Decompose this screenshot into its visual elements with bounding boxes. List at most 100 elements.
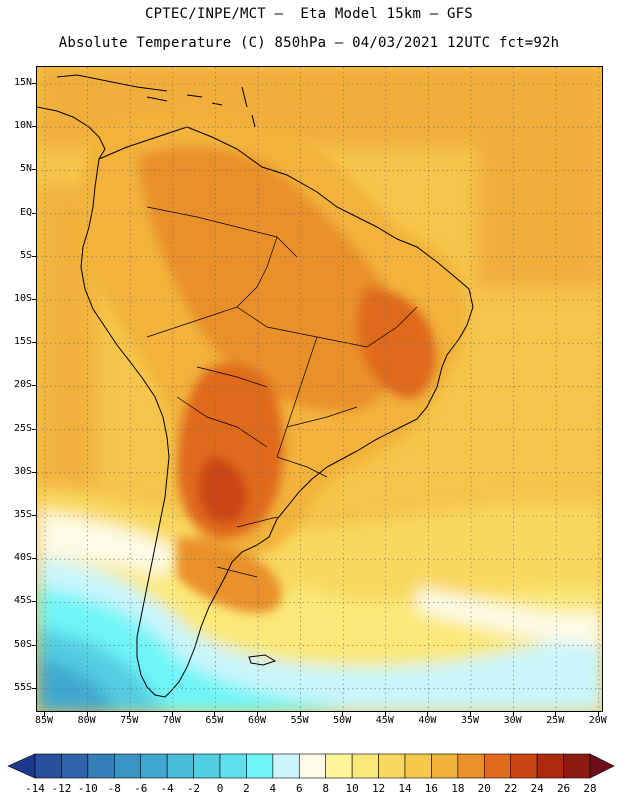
colorbar-label: 8 (322, 782, 330, 795)
colorbar-label: 24 (530, 782, 544, 795)
colorbar-label: -4 (160, 782, 174, 795)
colorbar-swatch (431, 753, 459, 779)
colorbar-label: 26 (556, 782, 571, 795)
coastline-caribbean-islands (146, 86, 256, 128)
lat-tick (32, 644, 36, 646)
lat-tick (32, 558, 36, 560)
lat-tick (32, 169, 36, 171)
colorbar-label: 22 (504, 782, 518, 795)
colorbar-swatch (404, 753, 432, 779)
lon-label: 75W (120, 715, 139, 726)
lon-label: 55W (290, 715, 309, 726)
temperature-colorbar (7, 753, 615, 779)
map-title-line-2: Absolute Temperature (C) 850hPa – 04/03/… (58, 35, 560, 51)
colorbar-swatch (483, 753, 512, 779)
lon-tick (555, 712, 557, 716)
map-canvas (37, 67, 602, 711)
lat-label: 30S (13, 465, 32, 477)
lon-label: 85W (34, 715, 54, 726)
lon-tick (257, 712, 258, 716)
lon-label: 70W (162, 715, 181, 726)
lat-tick (32, 126, 36, 128)
lat-label: 15N (13, 77, 32, 88)
lat-tick (32, 83, 36, 84)
lon-label: 40W (418, 715, 437, 726)
lat-label: 5S (19, 249, 32, 261)
lat-tick (32, 471, 36, 473)
lat-label: 5N (19, 163, 32, 175)
colorbar-swatch (140, 753, 168, 779)
lat-tick (32, 212, 36, 214)
colorbar-over-arrow (589, 753, 615, 779)
lat-tick (32, 255, 36, 257)
country-borders (146, 206, 418, 578)
lat-tick (32, 385, 36, 387)
lat-label: 25S (13, 422, 32, 434)
lon-tick (129, 712, 131, 716)
coastline-south-america (80, 126, 474, 698)
colorbar-swatch (113, 753, 142, 779)
colorbar-swatch (166, 753, 194, 779)
lat-label: 20S (13, 379, 32, 391)
lat-label: 40S (13, 552, 32, 564)
colorbar-swatch (272, 753, 300, 779)
colorbar-swatch (193, 753, 221, 779)
lon-label: 45W (375, 715, 394, 726)
colorbar-swatch (563, 753, 591, 779)
colorbar-swatch (34, 753, 62, 779)
coastline-central-america (37, 74, 168, 160)
colorbar-swatch (325, 753, 353, 779)
lon-tick (597, 712, 599, 716)
map-title-line-1: CPTEC/INPE/MCT – Eta Model 15km – GFS (145, 6, 473, 22)
lon-tick (512, 712, 514, 716)
lat-label: 10N (13, 120, 32, 132)
lat-label: 15S (13, 336, 32, 348)
colorbar-label: 12 (371, 782, 386, 795)
colorbar-under-arrow (7, 753, 36, 779)
lon-label: 20W (588, 715, 607, 726)
colorbar-label: 6 (295, 782, 303, 795)
colorbar-label: 4 (269, 782, 277, 795)
lat-tick (32, 428, 36, 430)
colorbar-label: 2 (243, 782, 250, 795)
colorbar-swatch (219, 753, 247, 779)
lat-tick (32, 342, 36, 344)
lat-tick (32, 601, 36, 603)
falkland-islands (248, 654, 277, 666)
lon-label: 50W (333, 715, 352, 726)
lat-tick (32, 687, 36, 689)
lat-lon-grid (37, 67, 602, 711)
lat-tick (32, 299, 36, 300)
lat-label: 50S (13, 638, 32, 650)
lat-label: EQ (19, 206, 32, 218)
colorbar-swatch (298, 753, 327, 779)
lon-tick (86, 712, 88, 716)
colorbar-label: 0 (216, 782, 224, 795)
lat-label: 10S (13, 293, 32, 304)
colorbar-swatch (87, 753, 115, 779)
lon-tick (214, 712, 216, 716)
lat-label: 45S (13, 595, 32, 607)
colorbar-label: 16 (424, 782, 439, 795)
continent-warm-core (80, 113, 467, 613)
lon-label: 35W (460, 715, 480, 726)
lon-tick (171, 712, 173, 716)
colorbar-swatch (246, 753, 274, 779)
lat-tick (32, 515, 36, 516)
colorbar-label: 10 (345, 782, 359, 795)
lon-tick (44, 712, 45, 716)
colorbar-swatch (536, 753, 564, 779)
lon-label: 60W (247, 715, 267, 726)
lon-tick (299, 712, 301, 716)
colorbar-label: -8 (107, 782, 121, 795)
lat-label: 55S (13, 681, 32, 693)
colorbar-label: -6 (134, 782, 148, 795)
colorbar-swatch (378, 753, 406, 779)
colorbar-label: -12 (51, 782, 72, 795)
lon-tick (384, 712, 386, 716)
colorbar-label: -14 (25, 782, 45, 795)
lon-label: 30W (503, 715, 522, 726)
lon-tick (342, 712, 344, 716)
lat-label: 35S (13, 509, 32, 520)
colorbar-swatch (457, 753, 485, 779)
